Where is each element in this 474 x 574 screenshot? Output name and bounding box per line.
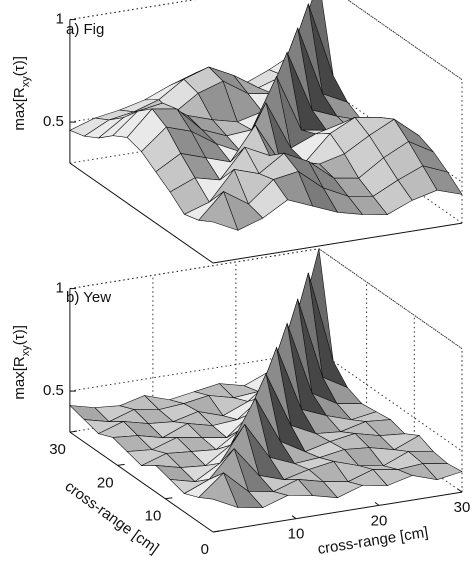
z-axis-label-part: max[R: [11, 356, 28, 400]
grid-line: [347, 0, 463, 81]
x-axis: [212, 491, 463, 533]
surface-cell: [198, 472, 239, 509]
y-tick-label: 0: [201, 541, 209, 558]
z-axis-label: max[Rxy(τ)]: [11, 325, 32, 399]
grid-line: [69, 0, 196, 21]
y-tick-label: 30: [49, 441, 66, 458]
z-tick-label: 0.5: [43, 113, 64, 130]
grid-line: [318, 350, 463, 452]
tick-mark: [374, 501, 380, 506]
z-tick-label: 1: [56, 280, 64, 297]
tick-mark: [212, 530, 221, 533]
x-tick-label: 30: [454, 499, 471, 516]
z-axis-label-part: (τ)]: [11, 56, 28, 76]
wall-edge: [69, 0, 196, 21]
grid-line: [318, 248, 463, 350]
z-axis-label-part: xy: [20, 345, 32, 357]
tick-mark: [457, 488, 463, 493]
z-axis-label-part: max[R: [11, 87, 28, 131]
wall-edge: [318, 248, 463, 350]
z-axis-label-part: (τ)]: [11, 325, 28, 345]
tick-mark: [291, 515, 297, 520]
grid-line: [69, 248, 319, 290]
surface-cell: [198, 191, 239, 231]
wall-edge: [347, 0, 463, 81]
surface: [69, 248, 463, 509]
x-axis: [212, 222, 463, 264]
z-tick-label: 0.5: [43, 382, 64, 399]
panel-title: a) Fig: [66, 21, 104, 38]
tick-mark: [165, 497, 173, 500]
y-tick-label: 20: [97, 474, 114, 491]
z-axis-label: max[Rxy(τ)]: [11, 56, 32, 130]
tick-mark: [69, 430, 77, 433]
y-axis: [69, 431, 214, 533]
y-tick-label: 10: [145, 508, 162, 525]
x-tick-label: 20: [371, 512, 388, 529]
y-axis: [69, 162, 214, 264]
z-tick-label: 1: [56, 11, 64, 28]
x-tick-label: 10: [288, 526, 305, 543]
surface: [69, 0, 463, 231]
grid-line: [69, 350, 319, 392]
z-axis-label-part: xy: [20, 76, 32, 88]
tick-mark: [117, 463, 125, 466]
panel-title: b) Yew: [66, 289, 111, 306]
